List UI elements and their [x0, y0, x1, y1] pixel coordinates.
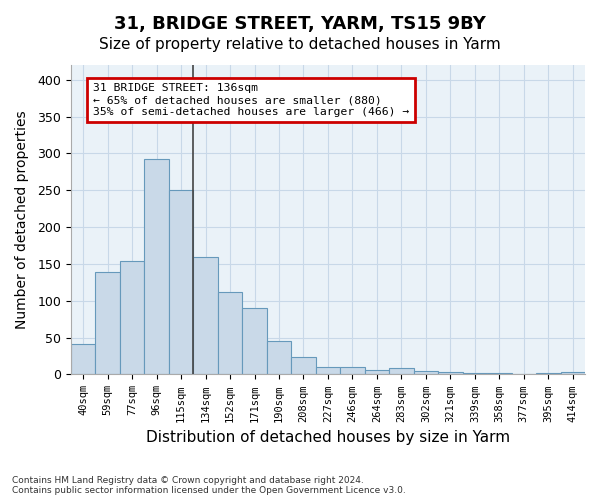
Bar: [340, 367, 365, 374]
Text: Contains HM Land Registry data © Crown copyright and database right 2024.
Contai: Contains HM Land Registry data © Crown c…: [12, 476, 406, 495]
Bar: [365, 370, 389, 374]
Bar: [95, 272, 120, 374]
Bar: [145, 160, 169, 374]
Text: 31, BRIDGE STREET, YARM, TS15 9BY: 31, BRIDGE STREET, YARM, TS15 9BY: [114, 15, 486, 33]
Bar: [389, 368, 413, 374]
Text: 31 BRIDGE STREET: 136sqm
← 65% of detached houses are smaller (880)
35% of semi-: 31 BRIDGE STREET: 136sqm ← 65% of detach…: [93, 84, 409, 116]
Bar: [193, 258, 218, 374]
Bar: [487, 373, 512, 374]
Bar: [316, 367, 340, 374]
Bar: [71, 344, 95, 374]
Bar: [536, 373, 560, 374]
X-axis label: Distribution of detached houses by size in Yarm: Distribution of detached houses by size …: [146, 430, 510, 445]
Text: Size of property relative to detached houses in Yarm: Size of property relative to detached ho…: [99, 38, 501, 52]
Bar: [438, 372, 463, 374]
Bar: [242, 308, 267, 374]
Bar: [560, 372, 585, 374]
Bar: [267, 340, 291, 374]
Bar: [169, 190, 193, 374]
Bar: [291, 357, 316, 374]
Bar: [463, 373, 487, 374]
Bar: [120, 261, 145, 374]
Bar: [413, 372, 438, 374]
Bar: [218, 292, 242, 374]
Y-axis label: Number of detached properties: Number of detached properties: [15, 110, 29, 329]
